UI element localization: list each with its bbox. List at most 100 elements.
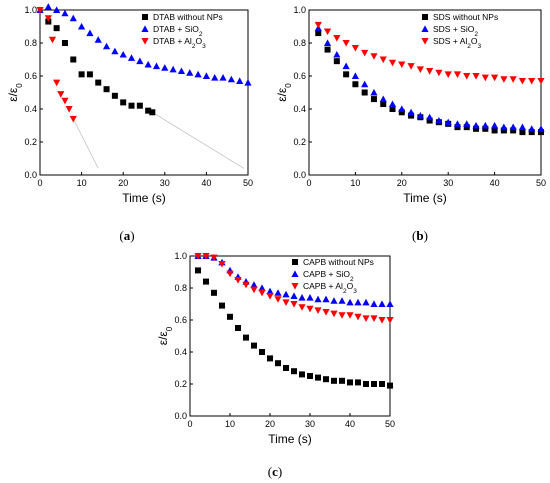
data-point xyxy=(426,117,433,124)
data-point xyxy=(283,365,289,371)
y-tick-label: 0.2 xyxy=(174,379,187,389)
data-point xyxy=(65,106,73,113)
data-point xyxy=(314,21,322,29)
data-point xyxy=(226,270,234,278)
x-tick-label: 20 xyxy=(397,178,407,188)
data-point xyxy=(194,70,202,78)
y-axis-label: ε/ε0 xyxy=(275,83,293,102)
data-point xyxy=(346,312,354,319)
data-point xyxy=(53,25,60,32)
y-tick-label: 0.6 xyxy=(24,71,37,81)
data-point xyxy=(290,301,298,308)
y-tick-label: 0.0 xyxy=(174,411,187,421)
data-point xyxy=(202,72,210,79)
data-point xyxy=(351,72,359,79)
data-point xyxy=(518,77,527,85)
data-point xyxy=(219,302,225,309)
data-point xyxy=(388,100,397,108)
data-point xyxy=(323,28,332,36)
data-point xyxy=(218,261,226,268)
data-point xyxy=(333,50,341,58)
data-point xyxy=(342,40,350,47)
x-tick-label: 30 xyxy=(160,178,170,188)
legend-label: CAPB + Al2O3 xyxy=(303,281,357,295)
x-tick-label: 40 xyxy=(201,178,211,188)
data-point xyxy=(244,79,252,86)
data-point xyxy=(354,298,362,306)
legend-marker xyxy=(141,25,149,32)
data-point xyxy=(379,56,387,64)
series-3 xyxy=(314,21,545,85)
data-point xyxy=(330,310,338,318)
chart-panel-3: 0 10 20 30 40 50 0.0 0.2 0.4 0.6 0.8 1.0 Time (s) ε/ε… xyxy=(156,251,395,479)
plot-frame xyxy=(39,9,249,176)
x-axis-label: Time (s) xyxy=(403,191,447,205)
data-point xyxy=(386,317,394,324)
data-point xyxy=(537,125,545,132)
data-point xyxy=(210,254,218,262)
x-tick-label: 30 xyxy=(443,178,453,188)
data-point xyxy=(61,40,68,46)
x-tick-label: 20 xyxy=(118,178,128,188)
data-point xyxy=(53,6,61,13)
data-point xyxy=(363,381,369,387)
data-point xyxy=(86,29,94,37)
data-point xyxy=(211,74,219,81)
data-point xyxy=(307,373,313,379)
data-point xyxy=(242,281,250,289)
legend-label: DTAB without NPs xyxy=(153,12,223,22)
data-point xyxy=(361,89,368,96)
y-tick-label: 0.0 xyxy=(293,170,306,180)
data-point xyxy=(323,376,329,383)
data-point xyxy=(509,76,517,83)
data-point xyxy=(370,88,378,96)
data-point xyxy=(388,59,397,67)
data-point xyxy=(333,35,341,42)
legend-label: DTAB + SiO2 xyxy=(153,24,203,38)
plot-frame xyxy=(308,9,542,176)
data-point xyxy=(78,71,85,78)
data-point xyxy=(346,298,354,306)
data-point xyxy=(36,7,44,14)
data-point xyxy=(48,36,57,44)
y-tick-label: 0.8 xyxy=(293,38,306,48)
series-3 xyxy=(36,7,77,123)
panel-caption: (b) xyxy=(412,228,428,243)
data-point xyxy=(136,102,143,109)
panel-caption: (c) xyxy=(268,464,282,479)
data-point xyxy=(227,313,233,320)
data-point xyxy=(519,129,526,136)
legend-marker xyxy=(291,283,299,290)
y-tick-label: 0.4 xyxy=(174,347,187,357)
data-point xyxy=(416,66,424,73)
data-point xyxy=(103,86,110,93)
data-point xyxy=(362,298,370,306)
data-point xyxy=(119,50,127,58)
x-tick-label: 20 xyxy=(265,419,275,429)
data-point xyxy=(274,296,282,303)
data-point xyxy=(78,22,86,30)
data-point xyxy=(274,289,282,296)
x-tick-label: 0 xyxy=(306,178,311,188)
y-tick-label: 0.6 xyxy=(293,71,306,81)
data-point xyxy=(416,112,424,119)
data-point xyxy=(528,77,536,85)
data-point xyxy=(338,297,346,304)
data-point xyxy=(227,75,235,83)
data-point xyxy=(371,381,377,387)
y-axis-label: ε/ε0 xyxy=(6,83,24,102)
data-point xyxy=(57,91,65,98)
data-point xyxy=(251,342,257,349)
data-point xyxy=(94,36,102,43)
data-point xyxy=(102,42,111,50)
data-point xyxy=(258,284,266,291)
data-point xyxy=(472,73,480,80)
x-axis-label: Time (s) xyxy=(268,432,312,446)
data-point xyxy=(203,278,209,285)
data-point xyxy=(250,286,258,294)
data-point xyxy=(44,15,52,22)
series-2 xyxy=(194,252,394,307)
data-point xyxy=(398,61,406,69)
series-1 xyxy=(45,18,156,116)
legend-label: CAPB + SiO2 xyxy=(303,269,354,283)
